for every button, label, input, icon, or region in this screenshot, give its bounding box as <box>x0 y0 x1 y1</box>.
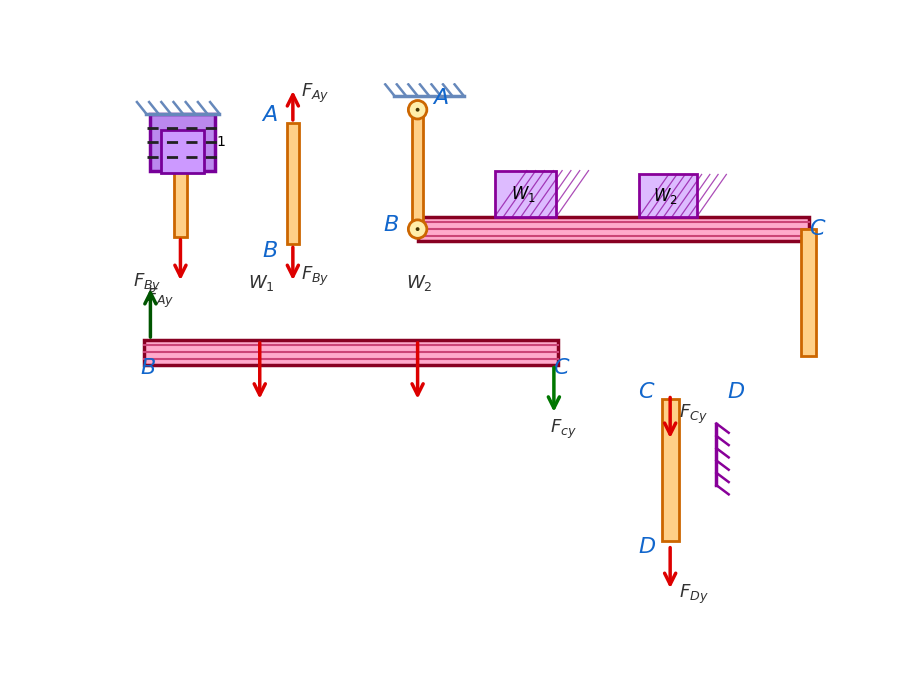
Text: $A$: $A$ <box>261 105 278 125</box>
Text: $F_{cy}$: $F_{cy}$ <box>550 417 576 441</box>
Text: $C$: $C$ <box>552 357 570 377</box>
Bar <box>144 340 557 364</box>
Text: $F_{By}$: $F_{By}$ <box>301 265 329 288</box>
Text: $D$: $D$ <box>638 537 655 557</box>
Bar <box>174 168 187 237</box>
Text: 1: 1 <box>216 135 225 150</box>
Text: $B$: $B$ <box>382 215 398 235</box>
Bar <box>639 175 696 217</box>
Text: $W_2$: $W_2$ <box>405 273 432 293</box>
Circle shape <box>415 227 419 231</box>
Bar <box>161 130 203 173</box>
Text: $C$: $C$ <box>809 219 826 239</box>
Text: $F_{Ay}$: $F_{Ay}$ <box>145 287 175 310</box>
Bar <box>412 110 423 229</box>
Circle shape <box>408 220 426 238</box>
Text: $F_{Dy}$: $F_{Dy}$ <box>678 583 709 607</box>
Text: $C$: $C$ <box>638 382 655 402</box>
Text: $A$: $A$ <box>432 88 448 108</box>
Text: $W_1$: $W_1$ <box>510 184 535 204</box>
Text: $F_{Cy}$: $F_{Cy}$ <box>678 402 708 426</box>
Bar <box>417 217 808 241</box>
Bar <box>287 123 299 244</box>
Bar <box>800 229 815 356</box>
Text: $B$: $B$ <box>140 357 156 377</box>
Bar <box>661 399 678 541</box>
Circle shape <box>415 108 419 112</box>
Circle shape <box>408 101 426 119</box>
Text: $D$: $D$ <box>726 382 743 402</box>
Text: $F_{Ay}$: $F_{Ay}$ <box>301 82 329 105</box>
Text: $W_1$: $W_1$ <box>248 273 275 293</box>
Text: $F_{By}$: $F_{By}$ <box>132 271 161 295</box>
Text: $B$: $B$ <box>262 241 278 261</box>
Bar <box>494 170 556 217</box>
Bar <box>150 114 215 171</box>
Text: $W_2$: $W_2$ <box>652 186 677 206</box>
